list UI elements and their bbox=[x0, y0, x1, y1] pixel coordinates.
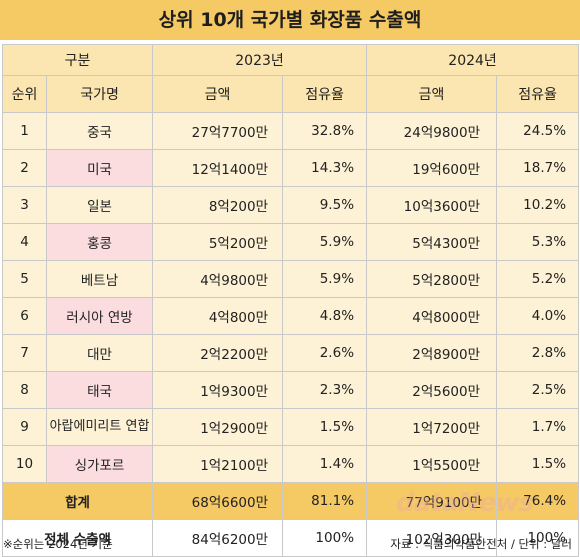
amount-2023-cell: 4억9800만 bbox=[152, 260, 284, 298]
table-row: 1 중국 27억7700만 32.8% 24억9800만 24.5% bbox=[2, 112, 580, 150]
header-year-2024: 2024년 bbox=[366, 44, 580, 76]
share-2024-cell: 1.7% bbox=[496, 408, 580, 446]
amount-2024-cell: 19억600만 bbox=[366, 149, 498, 187]
header-amount-2024: 금액 bbox=[366, 75, 498, 113]
share-2023-cell: 2.3% bbox=[282, 371, 368, 409]
amount-2024-cell: 24억9800만 bbox=[366, 112, 498, 150]
country-cell: 아랍에미리트 연합 bbox=[45, 408, 154, 446]
grand-label: 전체 수출액 bbox=[1, 519, 154, 557]
share-2024-cell: 18.7% bbox=[496, 149, 580, 187]
rank-cell: 10 bbox=[2, 445, 47, 483]
country-cell: 베트남 bbox=[45, 260, 154, 298]
country-cell: 중국 bbox=[45, 112, 154, 150]
amount-2024-cell: 5억2800만 bbox=[366, 260, 498, 298]
share-2024-cell: 1.5% bbox=[496, 445, 580, 483]
header-row-columns: 순위 국가명 금액 점유율 금액 점유율 bbox=[2, 75, 580, 113]
rank-cell: 3 bbox=[2, 186, 47, 224]
country-cell: 대만 bbox=[45, 334, 154, 372]
rank-cell: 8 bbox=[2, 371, 47, 409]
share-2024-cell: 4.0% bbox=[496, 297, 580, 335]
share-2024-cell: 10.2% bbox=[496, 186, 580, 224]
table-row: 5 베트남 4억9800만 5.9% 5억2800만 5.2% bbox=[2, 260, 580, 298]
total-amount-2024: 77억9100만 bbox=[366, 482, 498, 520]
share-2024-cell: 2.8% bbox=[496, 334, 580, 372]
table-row: 9 아랍에미리트 연합 1억2900만 1.5% 1억7200만 1.7% bbox=[2, 408, 580, 446]
amount-2023-cell: 8억200만 bbox=[152, 186, 284, 224]
country-cell: 싱가포르 bbox=[45, 445, 154, 483]
share-2023-cell: 1.4% bbox=[282, 445, 368, 483]
share-2023-cell: 5.9% bbox=[282, 260, 368, 298]
amount-2023-cell: 4억800만 bbox=[152, 297, 284, 335]
amount-2024-cell: 2억8900만 bbox=[366, 334, 498, 372]
grand-amount-2024: 102억300만 bbox=[366, 519, 498, 557]
rank-cell: 2 bbox=[2, 149, 47, 187]
share-2023-cell: 32.8% bbox=[282, 112, 368, 150]
amount-2023-cell: 1억9300만 bbox=[152, 371, 284, 409]
header-amount-2023: 금액 bbox=[152, 75, 284, 113]
total-amount-2023: 68억6600만 bbox=[152, 482, 284, 520]
amount-2023-cell: 1억2100만 bbox=[152, 445, 284, 483]
table-row: 10 싱가포르 1억2100만 1.4% 1억5500만 1.5% bbox=[2, 445, 580, 483]
total-row: 합계 68억6600만 81.1% 77억9100만 76.4% bbox=[1, 482, 580, 520]
amount-2023-cell: 1억2900만 bbox=[152, 408, 284, 446]
amount-2024-cell: 10억3600만 bbox=[366, 186, 498, 224]
watermark-logo: dataNews bbox=[396, 488, 534, 518]
page-title: 상위 10개 국가별 화장품 수출액 bbox=[0, 0, 580, 40]
table-row: 6 러시아 연방 4억800만 4.8% 4억8000만 4.0% bbox=[2, 297, 580, 335]
share-2024-cell: 5.3% bbox=[496, 223, 580, 261]
header-group: 구분 bbox=[1, 44, 154, 76]
share-2023-cell: 5.9% bbox=[282, 223, 368, 261]
country-cell: 러시아 연방 bbox=[45, 297, 154, 335]
share-2023-cell: 9.5% bbox=[282, 186, 368, 224]
rank-cell: 9 bbox=[2, 408, 47, 446]
table-row: 2 미국 12억1400만 14.3% 19억600만 18.7% bbox=[2, 149, 580, 187]
share-2024-cell: 2.5% bbox=[496, 371, 580, 409]
amount-2024-cell: 4억8000만 bbox=[366, 297, 498, 335]
total-label: 합계 bbox=[1, 482, 154, 520]
country-cell: 일본 bbox=[45, 186, 154, 224]
grand-amount-2023: 84억6200만 bbox=[152, 519, 284, 557]
header-rank: 순위 bbox=[2, 75, 47, 113]
rank-cell: 5 bbox=[2, 260, 47, 298]
amount-2023-cell: 5억200만 bbox=[152, 223, 284, 261]
country-cell: 태국 bbox=[45, 371, 154, 409]
amount-2024-cell: 1억7200만 bbox=[366, 408, 498, 446]
header-share-2023: 점유율 bbox=[282, 75, 368, 113]
footnote: ※순위는 2024년 기준 bbox=[3, 537, 113, 551]
header-country: 국가명 bbox=[45, 75, 154, 113]
rank-cell: 4 bbox=[2, 223, 47, 261]
share-2023-cell: 2.6% bbox=[282, 334, 368, 372]
amount-2023-cell: 12억1400만 bbox=[152, 149, 284, 187]
amount-2024-cell: 1억5500만 bbox=[366, 445, 498, 483]
source-note: 자료 : 식품의약품안전처 / 단위 : 달러 bbox=[390, 537, 572, 551]
total-share-2023: 81.1% bbox=[282, 482, 368, 520]
grand-total-row: 전체 수출액 84억6200만 100% 102억300만 100% bbox=[1, 519, 580, 557]
grand-share-2024: 100% bbox=[496, 519, 580, 557]
rank-cell: 6 bbox=[2, 297, 47, 335]
table-row: 8 태국 1억9300만 2.3% 2억5600만 2.5% bbox=[2, 371, 580, 409]
amount-2023-cell: 27억7700만 bbox=[152, 112, 284, 150]
header-share-2024: 점유율 bbox=[496, 75, 580, 113]
table-row: 4 홍콩 5억200만 5.9% 5억4300만 5.3% bbox=[2, 223, 580, 261]
country-cell: 홍콩 bbox=[45, 223, 154, 261]
grand-share-2023: 100% bbox=[282, 519, 368, 557]
header-row-years: 구분 2023년 2024년 bbox=[1, 44, 580, 76]
total-share-2024: 76.4% bbox=[496, 482, 580, 520]
amount-2023-cell: 2억2200만 bbox=[152, 334, 284, 372]
header-year-2023: 2023년 bbox=[152, 44, 368, 76]
export-table: 구분 2023년 2024년 순위 국가명 금액 점유율 금액 점유율 1 중국 2… bbox=[1, 44, 580, 557]
rank-cell: 7 bbox=[2, 334, 47, 372]
country-cell: 미국 bbox=[45, 149, 154, 187]
share-2023-cell: 1.5% bbox=[282, 408, 368, 446]
rank-cell: 1 bbox=[2, 112, 47, 150]
table-row: 3 일본 8억200만 9.5% 10억3600만 10.2% bbox=[2, 186, 580, 224]
share-2024-cell: 5.2% bbox=[496, 260, 580, 298]
amount-2024-cell: 5억4300만 bbox=[366, 223, 498, 261]
share-2024-cell: 24.5% bbox=[496, 112, 580, 150]
share-2023-cell: 14.3% bbox=[282, 149, 368, 187]
share-2023-cell: 4.8% bbox=[282, 297, 368, 335]
amount-2024-cell: 2억5600만 bbox=[366, 371, 498, 409]
table-row: 7 대만 2억2200만 2.6% 2억8900만 2.8% bbox=[2, 334, 580, 372]
